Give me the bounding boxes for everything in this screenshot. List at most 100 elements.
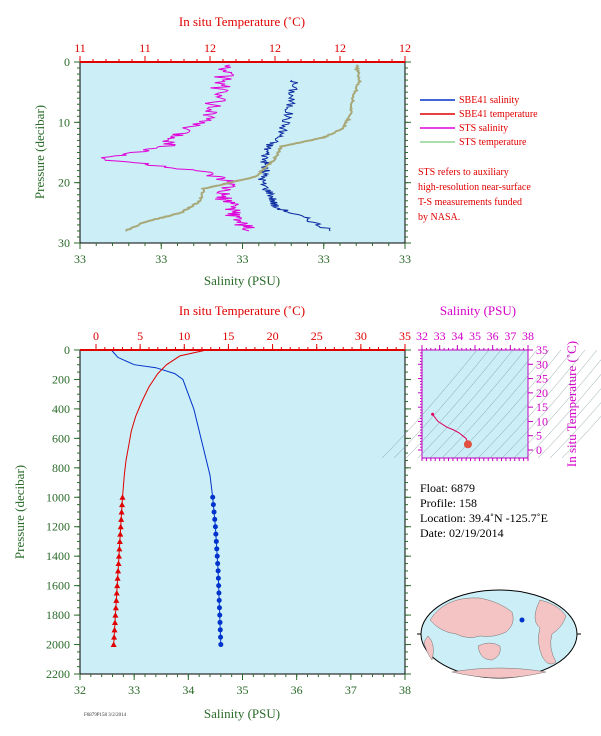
bottom-panel: In situ Temperature (˚C) 0 5 10 15 20 25 30 35 … (12, 303, 411, 721)
temperature-marker (117, 523, 124, 530)
ts-density-contour (561, 416, 601, 459)
temperature-marker (118, 509, 125, 515)
salinity-marker (216, 590, 222, 596)
ts-salinity-tick-label: 34 (451, 329, 463, 343)
salinity-marker (211, 509, 217, 515)
note-line: high-resolution near-surface (418, 182, 531, 193)
map-land-americas (534, 599, 567, 665)
ts-density-contour (393, 349, 490, 459)
ts-density-contour (525, 374, 601, 459)
top-temp-tick-label: 12 (269, 41, 281, 55)
bottom-pressure-tick-label: 400 (52, 402, 70, 416)
float-location-marker (519, 617, 525, 623)
top-panel: In situ Temperature (˚C) 11 11 12 12 12 12 33… (32, 14, 411, 288)
temperature-marker (110, 641, 117, 648)
ts-density-contour (417, 349, 514, 459)
top-series-sts-temperature (124, 64, 362, 232)
ts-salinity-tick-label: 32 (416, 329, 428, 343)
float-info: Float: 6879 Profile: 158 Location: 39.4˚… (420, 481, 548, 540)
bottom-temp-tick-label: 15 (222, 329, 234, 343)
salinity-marker (214, 546, 220, 552)
salinity-marker (217, 612, 223, 618)
ts-temp-tick-label: 15 (536, 400, 548, 414)
salinity-marker (217, 619, 223, 625)
temperature-marker (111, 634, 118, 640)
ts-salinity-tick-label: 38 (522, 329, 534, 343)
bottom-temp-tick-label: 35 (399, 329, 411, 343)
top-salinity-axis-title: Salinity (PSU) (204, 273, 280, 288)
temperature-marker (117, 531, 124, 537)
ts-plot-area (421, 349, 529, 459)
bottom-salinity-tick-label: 34 (182, 683, 194, 697)
bottom-temp-tick-label: 10 (178, 329, 190, 343)
bottom-profile-lines (110, 349, 224, 648)
top-temp-ticks: 11 11 12 12 12 12 (74, 41, 411, 62)
bottom-temp-tick-label: 5 (137, 329, 143, 343)
bottom-temp-axis-title: In situ Temperature (˚C) (179, 303, 305, 318)
temperature-marker (113, 597, 120, 603)
bottom-pressure-ticks: 0 200 400 600 800 1000 1200 1400 1600 1800 2000 220… (46, 343, 411, 681)
sts-note: STS refers to auxiliary high-resolution n… (418, 167, 531, 223)
bottom-pressure-tick-label: 2000 (46, 638, 70, 652)
ts-salinity-tick-label: 36 (487, 329, 499, 343)
ts-panel: Salinity (PSU) 32 33 34 35 36 37 38 3530252015… (381, 303, 601, 467)
top-salinity-tick-label: 33 (399, 252, 411, 266)
location: Location: 39.4˚N -125.7˚E (420, 511, 548, 525)
ts-salinity-axis-title: Salinity (PSU) (440, 303, 516, 318)
ts-temp-tick-label: 10 (536, 414, 548, 428)
map-land-asia (429, 597, 514, 638)
ts-salinity-tick-label: 35 (469, 329, 481, 343)
map-land-australia (477, 642, 501, 661)
salinity-marker (214, 553, 220, 559)
ts-density-contour (441, 349, 538, 459)
ts-density-contour (429, 349, 526, 459)
top-pressure-tick-label: 10 (58, 115, 70, 129)
temperature-marker (115, 560, 122, 567)
top-pressure-tick-label: 0 (64, 55, 70, 69)
bottom-pressure-tick-label: 0 (64, 343, 70, 357)
map-land-antarctica (451, 667, 547, 679)
top-profile-lines (100, 64, 362, 232)
bottom-salinity-axis-title: Salinity (PSU) (204, 706, 280, 721)
salinity-marker (215, 575, 221, 581)
salinity-marker (216, 583, 222, 589)
top-temp-axis-title: In situ Temperature (˚C) (179, 14, 305, 29)
bottom-temp-tick-label: 0 (93, 329, 99, 343)
bottom-pressure-tick-label: 1600 (46, 579, 70, 593)
ts-profile-line (431, 412, 472, 449)
world-map (417, 589, 581, 679)
bottom-pressure-tick-label: 600 (52, 431, 70, 445)
top-series-sbe41-salinity (258, 79, 331, 232)
ts-density-contour (489, 349, 586, 459)
temperature-marker (116, 538, 123, 544)
ts-density-contours (381, 349, 601, 459)
temperature-marker (115, 567, 122, 574)
ts-temp-tick-label: 5 (536, 429, 542, 443)
salinity-marker (216, 605, 222, 611)
temperature-marker (118, 516, 125, 522)
top-salinity-tick-label: 33 (74, 252, 86, 266)
bottom-pressure-axis-title: Pressure (decibar) (12, 465, 27, 559)
legend-label: STS temperature (459, 137, 527, 148)
salinity-marker (213, 531, 219, 537)
ts-surface-point (431, 412, 435, 416)
salinity-marker (216, 597, 222, 603)
salinity-marker (215, 561, 221, 567)
bottom-pressure-tick-label: 1200 (46, 520, 70, 534)
temperature-marker (113, 590, 120, 596)
bottom-pressure-tick-label: 1400 (46, 549, 70, 563)
note-line: by NASA. (418, 212, 460, 223)
bottom-temp-tick-label: 25 (311, 329, 323, 343)
bottom-temp-tick-label: 30 (355, 329, 367, 343)
temperature-marker (112, 612, 119, 618)
ts-temp-tick-label: 35 (536, 343, 548, 357)
salinity-marker (215, 568, 221, 574)
footer-code: F6879P158 3/2/2014 (84, 713, 127, 718)
bottom-salinity-tick-label: 36 (291, 683, 303, 697)
bottom-salinity-tick-label: 35 (237, 683, 249, 697)
temperature-marker (114, 582, 121, 589)
salinity-marker (218, 642, 224, 648)
salinity-marker (212, 524, 218, 530)
temperature-marker (112, 604, 119, 611)
